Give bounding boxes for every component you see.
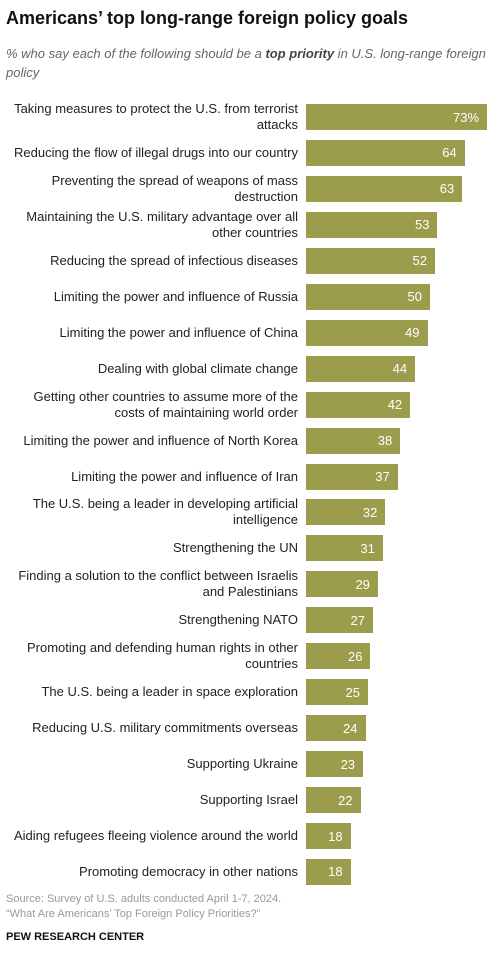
bar: 50 — [306, 283, 430, 310]
bar: 29 — [306, 571, 378, 598]
category-label: Taking measures to protect the U.S. from… — [14, 101, 298, 132]
bar: 49 — [306, 319, 428, 346]
category-label: Reducing the spread of infectious diseas… — [50, 252, 298, 268]
value-label: 73% — [453, 109, 480, 125]
bar: 27 — [306, 607, 373, 634]
category-label: Limiting the power and influence of Chin… — [59, 324, 298, 340]
chart-title: Americans’ top long-range foreign policy… — [6, 8, 409, 28]
category-label: Limiting the power and influence of Nort… — [23, 432, 298, 448]
value-label: 26 — [348, 648, 363, 664]
category-label: Finding a solution to the conflict betwe… — [18, 568, 298, 600]
bar: 25 — [306, 679, 368, 706]
value-label: 23 — [340, 756, 356, 772]
bar: 53 — [306, 211, 438, 238]
category-label: Preventing the spread of weapons of mass… — [51, 172, 298, 204]
credit: PEW RESEARCH CENTER — [6, 931, 145, 943]
value-label: 38 — [377, 433, 393, 449]
category-label: The U.S. being a leader in developing ar… — [32, 496, 298, 528]
value-label: 63 — [439, 181, 455, 197]
category-label: Strengthening the UN — [172, 540, 298, 556]
category-label: Reducing the flow of illegal drugs into … — [14, 144, 298, 160]
value-label: 22 — [338, 792, 353, 808]
category-label: Maintaining the U.S. military advantage … — [26, 208, 298, 240]
bar: 22 — [306, 787, 361, 814]
bar: 73% — [306, 104, 488, 130]
bar: 38 — [306, 427, 401, 454]
value-label: 31 — [360, 540, 375, 556]
value-label: 27 — [350, 612, 365, 628]
value-label: 44 — [392, 361, 408, 377]
bar: 64 — [306, 139, 465, 166]
bar: 32 — [306, 499, 386, 526]
subtitle-part: in U.S. long-range foreign policy — [6, 46, 486, 80]
bar: 31 — [306, 535, 383, 562]
value-label: 53 — [414, 217, 430, 233]
bar: 18 — [306, 858, 351, 885]
bar: 63 — [306, 175, 463, 202]
value-label: 24 — [343, 720, 358, 736]
value-label: 42 — [387, 397, 403, 413]
value-label: 29 — [355, 576, 370, 592]
bar: 26 — [306, 643, 371, 670]
source: Source: Survey of U.S. adults conducted … — [6, 892, 281, 922]
category-label: Supporting Ukraine — [186, 756, 298, 772]
value-label: 49 — [405, 325, 420, 341]
value-label: 52 — [412, 253, 427, 269]
bar: 23 — [306, 751, 364, 778]
category-label: The U.S. being a leader in space explora… — [41, 684, 298, 700]
category-label: Limiting the power and influence of Russ… — [53, 288, 298, 304]
category-label: Limiting the power and influence of Iran — [71, 468, 298, 484]
category-label: Strengthening NATO — [178, 612, 298, 628]
value-label: 32 — [362, 504, 378, 520]
bar: 52 — [306, 247, 435, 274]
subtitle-emphasis: top priority — [265, 46, 335, 61]
subtitle-part: % who say each of the following should b… — [6, 46, 266, 61]
value-label: 18 — [328, 864, 343, 880]
chart-subtitle: % who say each of the following should b… — [6, 44, 494, 82]
bar: 18 — [306, 823, 351, 849]
bar: 44 — [306, 355, 416, 382]
category-label: Aiding refugees fleeing violence around … — [13, 828, 298, 843]
value-label: 18 — [328, 828, 343, 844]
category-label: Promoting and defending human rights in … — [26, 640, 298, 672]
source-line: “What Are Americans’ Top Foreign Policy … — [6, 908, 261, 920]
source-line: Source: Survey of U.S. adults conducted … — [6, 893, 282, 905]
value-label: 25 — [345, 684, 360, 700]
bar: 42 — [306, 391, 411, 418]
value-label: 64 — [442, 145, 457, 161]
value-label: 50 — [407, 289, 422, 305]
bar: 37 — [306, 463, 398, 490]
category-label: Dealing with global climate change — [97, 360, 298, 376]
category-label: Supporting Israel — [199, 792, 298, 808]
value-label: 37 — [375, 469, 390, 484]
bar: 24 — [306, 715, 366, 742]
category-label: Promoting democracy in other nations — [79, 863, 298, 879]
category-label: Getting other countries to assume more o… — [33, 388, 298, 420]
category-label: Reducing U.S. military commitments overs… — [32, 720, 298, 736]
